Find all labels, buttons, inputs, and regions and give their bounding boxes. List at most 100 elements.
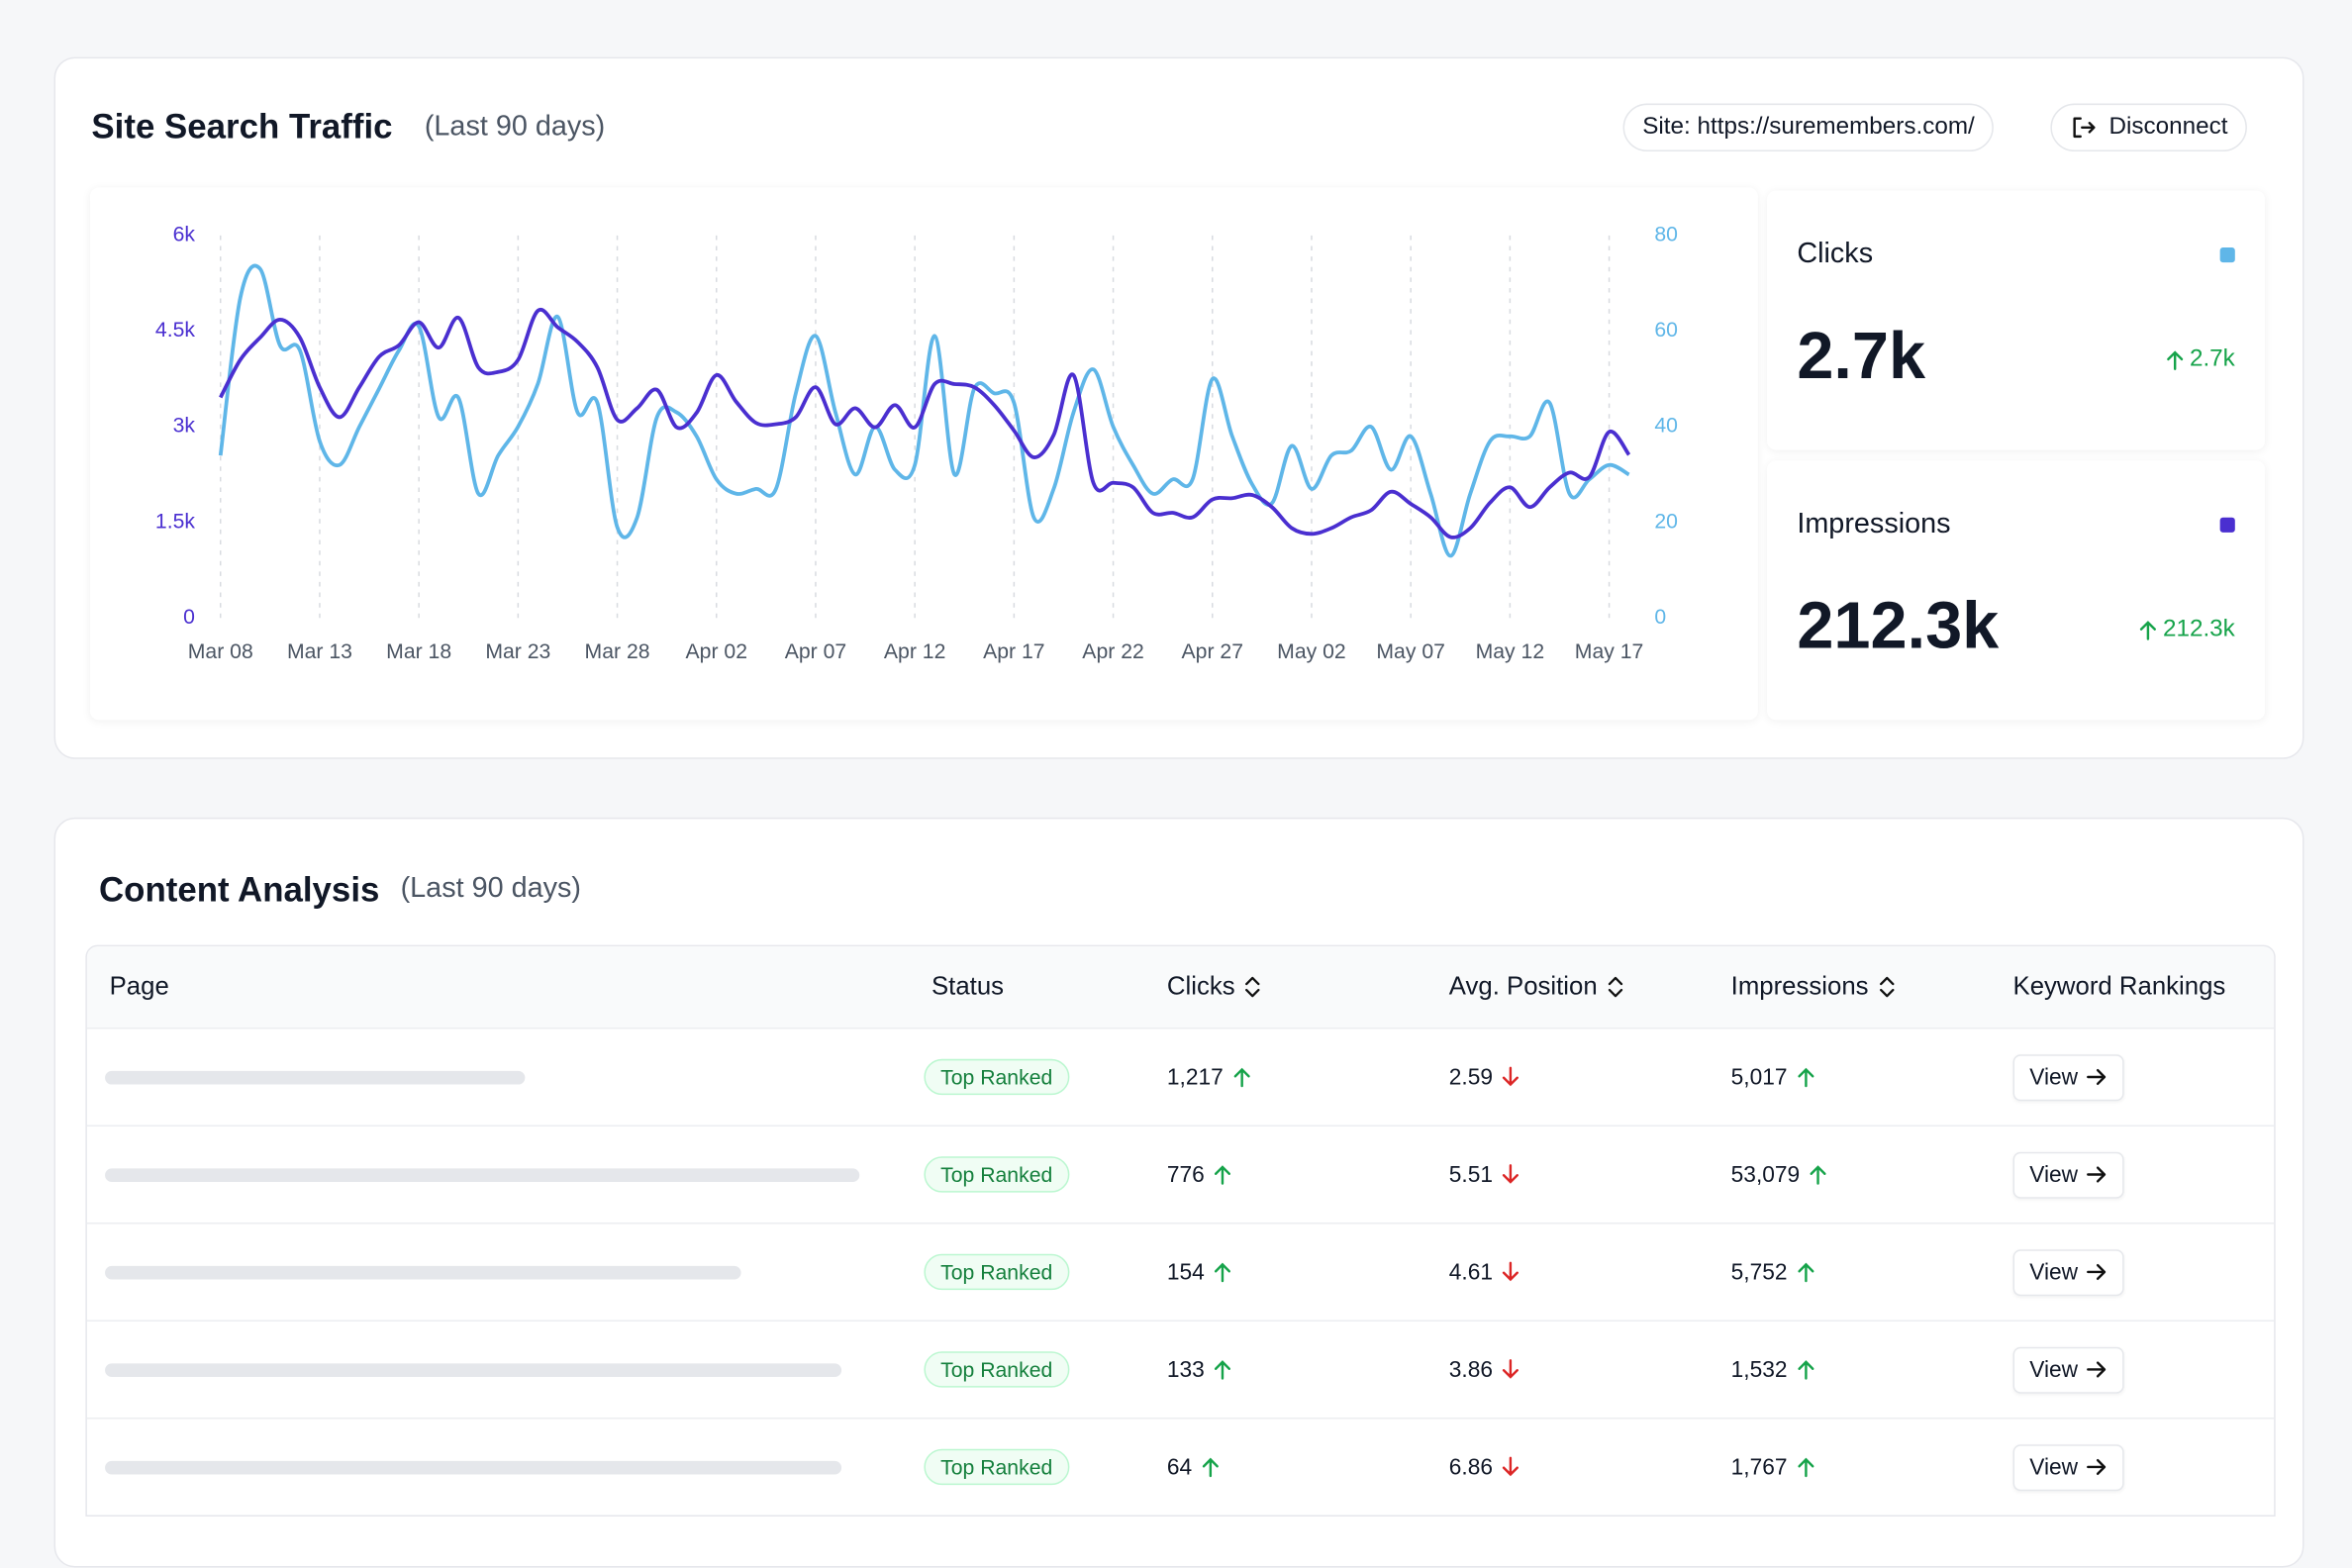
- trend-down-icon: [1503, 1359, 1519, 1379]
- metric-cell: 5,017: [1709, 1064, 1991, 1090]
- y-tick-label: 60: [1654, 319, 1678, 342]
- page-placeholder: [105, 1265, 741, 1279]
- sort-icon: [1879, 976, 1894, 998]
- trend-up-path: [1797, 1360, 1813, 1380]
- stat-change: 2.7k: [2166, 346, 2235, 373]
- trend-up-path: [1810, 1165, 1826, 1185]
- view-button[interactable]: View: [2012, 1345, 2125, 1393]
- y-tick-label: 6k: [173, 224, 196, 246]
- table-row: Top Ranked 64 6.86 1,767 View: [86, 1417, 2275, 1515]
- trend-up-icon: [1202, 1457, 1219, 1478]
- view-label: View: [2029, 1161, 2079, 1188]
- legend-swatch: [2219, 247, 2235, 263]
- status-cell: Top Ranked: [909, 1351, 1144, 1388]
- x-tick-label: Mar 23: [485, 640, 550, 663]
- x-tick-label: Apr 22: [1082, 640, 1143, 663]
- x-tick-label: Apr 02: [686, 640, 747, 663]
- trend-up-icon: [2166, 350, 2183, 370]
- trend-up-icon: [1810, 1165, 1826, 1185]
- metric-cell: 5,752: [1709, 1259, 1991, 1285]
- metric-cell: 1,767: [1709, 1454, 1991, 1480]
- metric-value: 1,532: [1730, 1356, 1788, 1383]
- sort-icon: [1245, 976, 1260, 998]
- sort-path: [1608, 976, 1623, 998]
- arrow-path: [2087, 1458, 2107, 1475]
- card-title: Site Search Traffic: [91, 106, 393, 146]
- arrow-path: [2087, 1166, 2107, 1183]
- trend-down-path: [1503, 1456, 1519, 1477]
- x-tick-label: Apr 12: [884, 640, 945, 663]
- x-tick-label: Mar 28: [585, 640, 650, 663]
- trend-up-icon: [1214, 1262, 1231, 1283]
- x-tick-label: Mar 13: [287, 640, 352, 663]
- arrow-path: [2087, 1263, 2107, 1281]
- view-button[interactable]: View: [2012, 1150, 2125, 1198]
- metric-value: 5.51: [1448, 1161, 1494, 1188]
- trend-up-icon: [1797, 1067, 1813, 1088]
- metric-cell: 154: [1144, 1259, 1426, 1285]
- view-label: View: [2029, 1454, 2079, 1480]
- x-tick-label: Apr 27: [1182, 640, 1243, 663]
- x-tick-label: Apr 17: [983, 640, 1044, 663]
- view-label: View: [2029, 1259, 2079, 1285]
- sort-path: [1879, 976, 1894, 998]
- stat-title: Clicks: [1797, 238, 1874, 270]
- trend-down-icon: [1503, 1261, 1519, 1282]
- status-badge: Top Ranked: [924, 1156, 1069, 1193]
- page: {"header": {"title": "Site Search Traffi…: [53, 56, 2304, 1568]
- trend-down-path: [1503, 1164, 1519, 1184]
- metric-cell: 5.51: [1426, 1161, 1709, 1188]
- header-cell: Page: [87, 972, 909, 1002]
- metric-cell: 6.86: [1426, 1454, 1709, 1480]
- trend-down-path: [1503, 1359, 1519, 1379]
- trend-up-path: [1797, 1457, 1813, 1478]
- view-button[interactable]: View: [2012, 1248, 2125, 1296]
- header-cell[interactable]: Impressions: [1709, 972, 1991, 1002]
- trend-up-path: [1214, 1360, 1231, 1380]
- disconnect-icon: [2073, 117, 2096, 139]
- page-cell: [87, 1265, 909, 1279]
- metric-value: 776: [1166, 1161, 1205, 1188]
- trend-down-path: [1503, 1066, 1519, 1087]
- header-cell[interactable]: Avg. Position: [1426, 972, 1709, 1002]
- trend-up-icon: [1214, 1165, 1231, 1185]
- y-tick-label: 0: [1654, 606, 1666, 629]
- arrow-path: [2087, 1361, 2107, 1378]
- disconnect-button[interactable]: Disconnect: [2050, 103, 2248, 152]
- action-cell: View: [1991, 1053, 2274, 1101]
- page-cell: [87, 1362, 909, 1377]
- trend-up-icon: [1232, 1067, 1250, 1088]
- status-cell: Top Ranked: [909, 1253, 1144, 1291]
- site-pill: Site: https://suremembers.com/: [1622, 103, 1995, 152]
- table-row: Top Ranked 133 3.86 1,532 View: [86, 1320, 2275, 1417]
- metric-cell: 64: [1144, 1454, 1426, 1480]
- metric-value: 6.86: [1448, 1454, 1494, 1480]
- header-label: Keyword Rankings: [2012, 971, 2226, 1001]
- trend-down-icon: [1503, 1456, 1519, 1477]
- metric-cell: 1,532: [1709, 1356, 1991, 1383]
- table-row: Top Ranked 154 4.61 5,752 View: [86, 1222, 2275, 1320]
- stat-card: Clicks 2.7k 2.7k: [1767, 190, 2266, 450]
- metric-value: 1,767: [1730, 1454, 1788, 1480]
- sort-path: [1245, 976, 1260, 998]
- trend-up-path: [1202, 1457, 1219, 1478]
- trend-up-path: [1214, 1165, 1231, 1185]
- stat-change-value: 2.7k: [2189, 346, 2235, 372]
- header-label: Avg. Position: [1448, 971, 1598, 1001]
- metric-cell: 53,079: [1709, 1162, 1991, 1187]
- metric-cell: 133: [1144, 1357, 1426, 1382]
- status-badge: Top Ranked: [924, 1253, 1069, 1291]
- y-tick-label: 1.5k: [155, 510, 195, 533]
- trend-down-path: [1503, 1261, 1519, 1282]
- trend-up-icon: [1797, 1360, 1813, 1380]
- page-placeholder: [105, 1070, 526, 1084]
- page-cell: [87, 1167, 909, 1182]
- metric-value: 5,017: [1730, 1064, 1788, 1090]
- series-line: [219, 307, 1631, 539]
- view-button[interactable]: View: [2012, 1053, 2125, 1101]
- trend-up-path: [2166, 350, 2183, 370]
- view-button[interactable]: View: [2012, 1443, 2125, 1491]
- header-cell[interactable]: Clicks: [1144, 972, 1426, 1002]
- trend-down-icon: [1503, 1164, 1519, 1184]
- stat-card: Impressions 212.3k 212.3k: [1767, 460, 2266, 721]
